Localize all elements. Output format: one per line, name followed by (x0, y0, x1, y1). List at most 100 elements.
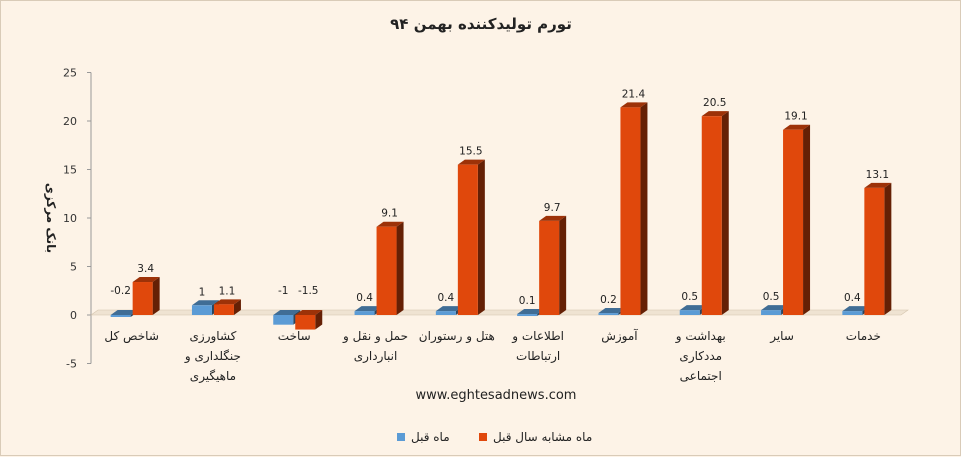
y-tick-label: 25 (63, 67, 77, 80)
bar-last-year (132, 282, 153, 315)
data-label-prev-month: 0.2 (600, 294, 617, 306)
data-label-last-year: 13.1 (866, 169, 889, 181)
bar-prev-month (435, 311, 456, 315)
bar-last-year-top (295, 310, 323, 315)
bar-prev-month-top (435, 306, 463, 312)
bar-prev-month (191, 305, 212, 315)
bar-last-year-side (803, 124, 811, 315)
bar-prev-month (761, 310, 782, 315)
category-label: هتل و رستوران (419, 329, 495, 344)
data-label-prev-month: -0.2 (110, 285, 131, 297)
bar-prev-month (110, 315, 131, 317)
bar-last-year-top (376, 221, 404, 227)
bar-prev-month-top (761, 305, 789, 311)
bar-last-year (783, 129, 804, 315)
bar-prev-month-top (842, 306, 870, 312)
category-label: حمل و نقل و (342, 329, 408, 344)
data-label-prev-month: 1 (199, 286, 206, 298)
chart-title: تورم تولیدکننده بهمن ۹۴ (390, 15, 572, 33)
category-label: آموزش (601, 328, 638, 344)
bar-last-year-top (213, 299, 241, 305)
category-label: بهداشت و (675, 329, 726, 344)
legend-label-prev-month: ماه قبل (411, 430, 450, 444)
bar-prev-month (842, 311, 863, 315)
data-label-prev-month: 0.1 (519, 295, 536, 307)
bar-prev-month-top (191, 300, 219, 306)
y-tick-label: 5 (70, 261, 77, 274)
data-label-prev-month: 0.5 (763, 291, 780, 303)
bar-last-year (295, 315, 316, 330)
category-label: ماهیگیری (190, 369, 236, 384)
category-label: شاخص کل (104, 329, 158, 344)
watermark-url: www.eghtesadnews.com (416, 388, 577, 403)
bar-prev-month (273, 315, 294, 325)
bar-last-year (539, 220, 560, 315)
bar-last-year-top (701, 111, 729, 117)
legend-swatch-prev-month (397, 433, 405, 441)
bar-last-year-side (721, 111, 729, 316)
data-label-last-year: 1.1 (219, 285, 236, 297)
bar-last-year-side (884, 182, 892, 315)
y-tick-label: 10 (63, 212, 77, 225)
data-label-prev-month: 0.4 (437, 292, 454, 304)
data-label-prev-month: 0.4 (356, 292, 373, 304)
bar-last-year-top (783, 124, 811, 130)
category-label: انبارداری (354, 349, 398, 364)
bar-last-year-side (640, 102, 648, 315)
bar-last-year-side (315, 310, 323, 330)
bar-last-year (213, 304, 234, 315)
category-label: ساخت (278, 329, 311, 343)
bar-last-year (620, 107, 641, 315)
category-label: سایر (769, 329, 794, 344)
bar-prev-month-top (679, 305, 707, 311)
data-label-last-year: 15.5 (459, 146, 482, 158)
legend-swatch-last-year (479, 433, 487, 441)
y-tick-label: 15 (63, 164, 77, 177)
bar-prev-month (679, 310, 700, 315)
data-label-last-year: 19.1 (784, 111, 807, 123)
data-label-last-year: 9.1 (381, 208, 398, 220)
bar-prev-month-top (598, 308, 626, 314)
bar-last-year-side (477, 159, 485, 315)
bar-last-year (864, 187, 885, 315)
bar-last-year-side (152, 277, 160, 315)
bar-prev-month-top (273, 310, 301, 315)
bar-last-year-top (132, 277, 160, 283)
category-label: مددکاری (679, 349, 722, 364)
category-label: ارتباطات (516, 349, 560, 364)
bar-last-year (701, 116, 722, 316)
data-label-prev-month: 0.5 (681, 291, 698, 303)
bar-last-year-top (539, 215, 567, 221)
y-tick-label: 0 (70, 309, 77, 322)
bar-last-year (376, 226, 397, 315)
data-label-last-year: -1.5 (298, 285, 319, 297)
category-label: خدمات (846, 329, 881, 343)
bar-last-year-top (864, 182, 892, 188)
category-label: جنگلداری و (184, 349, 241, 364)
y-axis-title: بانک مرکزی (44, 183, 58, 253)
bar-last-year (457, 164, 478, 315)
y-tick-label: -5 (66, 358, 77, 371)
bar-last-year-top (457, 159, 485, 165)
bar-last-year-side (396, 221, 404, 315)
data-label-last-year: 21.4 (622, 88, 646, 100)
bar-prev-month-top (354, 306, 382, 312)
category-label: کشاورزی (190, 329, 237, 344)
bar-prev-month-top (517, 309, 545, 315)
bar-prev-month (598, 313, 619, 316)
data-label-last-year: 3.4 (137, 263, 154, 275)
y-tick-label: 20 (63, 115, 77, 128)
category-label: اطلاعات و (511, 329, 564, 344)
category-label: اجتماعی (680, 369, 722, 383)
data-label-last-year: 9.7 (544, 202, 561, 214)
data-label-prev-month: 0.4 (844, 292, 861, 304)
bar-prev-month-top (110, 310, 138, 315)
data-label-prev-month: -1 (278, 285, 288, 297)
bar-prev-month (354, 311, 375, 315)
bar-prev-month (517, 314, 538, 317)
bar-last-year-side (233, 299, 241, 315)
bar-last-year-top (620, 102, 648, 108)
data-label-last-year: 20.5 (703, 97, 726, 109)
